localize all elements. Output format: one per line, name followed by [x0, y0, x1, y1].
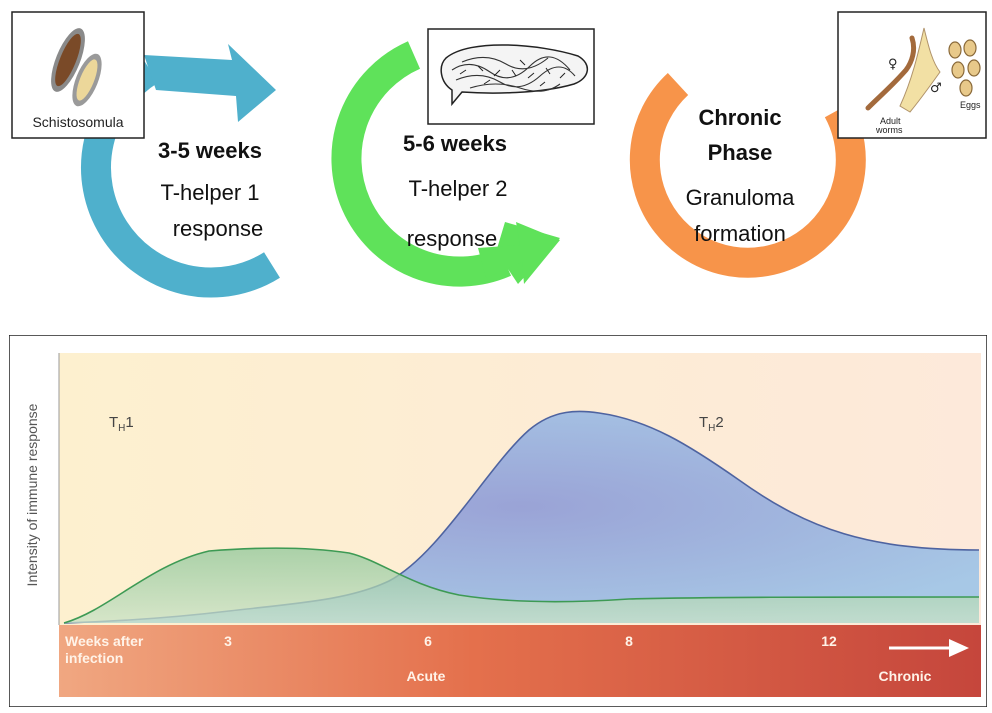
- chronic-title-line1: Chronic: [698, 105, 781, 130]
- phase-cycle-panel: 3-5 weeks T-helper 1 response Schistosom…: [11, 11, 987, 298]
- th1-duration: 3-5 weeks: [158, 138, 262, 163]
- schistosomula-inset: Schistosomula: [11, 11, 145, 139]
- arrow-right-icon: [889, 639, 969, 657]
- th2-series-label: TH2: [699, 414, 724, 434]
- week-tick-3: 3: [224, 633, 232, 649]
- y-axis-label: Intensity of immune response: [24, 403, 40, 586]
- th1-line1: T-helper 1: [160, 180, 259, 205]
- chronic-line2: formation: [694, 221, 786, 246]
- th2-duration: 5-6 weeks: [403, 131, 507, 156]
- th2-line1: T-helper 2: [408, 176, 507, 201]
- chronic-title-line2: Phase: [708, 140, 773, 165]
- th2-cycle-arrow: [331, 41, 560, 287]
- th2-stage-text: 5-6 weeks T-helper 2 response: [403, 131, 508, 251]
- th2-line2: response: [407, 226, 498, 251]
- parasite-inset: [427, 28, 595, 125]
- th1-line2: response: [173, 216, 264, 241]
- th1-series-label: TH1: [109, 414, 134, 434]
- adult-worms-eggs-inset: ♀ ♂ Adult worms Eggs: [837, 11, 987, 139]
- schistosomula-icon: [51, 28, 102, 107]
- chronic-stage-text: Chronic Phase Granuloma formation: [686, 105, 796, 246]
- adult-worms-icon: [865, 27, 941, 113]
- th1-stage-text: 3-5 weeks T-helper 1 response: [158, 138, 263, 241]
- eggs-label: Eggs: [960, 100, 981, 110]
- week-tick-12: 12: [821, 633, 837, 649]
- schistosomula-label: Schistosomula: [32, 114, 123, 130]
- timeline-start-label-line1: Weeks after: [65, 633, 144, 649]
- female-symbol: ♀: [888, 57, 898, 72]
- eggs-icon: [948, 39, 981, 97]
- timeline-band: [59, 625, 981, 697]
- th1-area: [64, 548, 979, 623]
- adult-worms-label-line2: worms: [875, 125, 903, 135]
- chronic-line1: Granuloma: [686, 185, 796, 210]
- adult-worms-label-line1: Adult: [880, 116, 901, 126]
- parasite-icon: [440, 44, 588, 107]
- week-tick-6: 6: [424, 633, 432, 649]
- th2-area: [64, 411, 979, 623]
- chronic-cycle-ring: [629, 72, 866, 278]
- phase-chronic-label: Chronic: [879, 668, 932, 684]
- phase-acute-label: Acute: [407, 668, 446, 684]
- immune-response-timeline: Intensity of immune response TH1 TH2 Wee…: [9, 335, 987, 707]
- th1-curve: [63, 547, 980, 624]
- male-symbol: ♂: [930, 81, 942, 96]
- week-tick-8: 8: [625, 633, 633, 649]
- timeline-start-label-line2: infection: [65, 650, 123, 666]
